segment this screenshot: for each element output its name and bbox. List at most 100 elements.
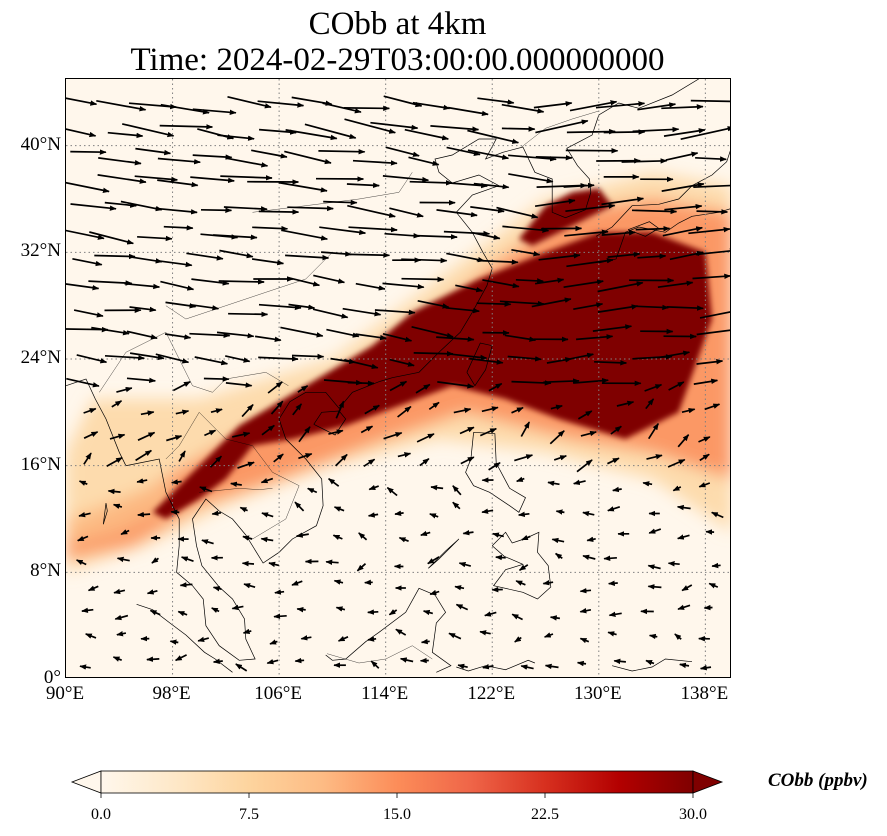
wind-vector (120, 529, 130, 536)
lat-tick-label: 32°N (20, 240, 61, 262)
wind-vector (281, 229, 328, 241)
wind-vector (696, 209, 729, 215)
wind-vector (154, 207, 198, 215)
wind-vector (544, 663, 559, 670)
wind-vector (492, 532, 505, 538)
wind-vector (693, 184, 730, 188)
wind-vector (360, 425, 374, 434)
wind-vector (135, 449, 152, 462)
wind-vector (81, 607, 94, 614)
wind-vector (661, 104, 704, 110)
wind-vector (239, 506, 248, 513)
wind-vector (608, 580, 618, 586)
wind-vector (73, 309, 104, 318)
wind-vector (146, 656, 160, 662)
wind-vector (137, 431, 156, 441)
wind-vector (516, 476, 525, 483)
wind-vector (677, 434, 690, 448)
wind-vector (178, 450, 186, 462)
wind-vector (322, 102, 362, 114)
wind-vector (621, 158, 668, 164)
wind-vector (479, 630, 491, 636)
wind-vector (243, 583, 256, 589)
wind-vector (515, 580, 526, 586)
wind-vector (450, 353, 488, 361)
map-panel[interactable] (65, 78, 731, 678)
wind-vector (538, 253, 581, 261)
wind-vector (549, 430, 565, 445)
wind-vector (112, 656, 123, 662)
wind-vector (457, 663, 468, 670)
wind-vector (595, 101, 646, 109)
wind-vector (382, 332, 413, 342)
wind-vector (573, 479, 586, 485)
wind-vector (223, 206, 268, 212)
wind-vector (665, 151, 699, 161)
southwest-tail-region (66, 479, 173, 546)
wind-vector (672, 485, 682, 492)
wind-vector (346, 182, 380, 189)
wind-vector (89, 231, 134, 245)
wind-vector (388, 609, 398, 616)
coastline-segment (595, 150, 730, 237)
wind-vector (452, 485, 462, 496)
wind-vector (666, 305, 704, 311)
wind-vector (698, 436, 711, 443)
wind-vector (225, 355, 251, 363)
wind-vector (287, 205, 334, 212)
wind-vector (662, 226, 703, 237)
wind-vector (661, 182, 705, 192)
wind-vector (295, 532, 309, 538)
wind-vector (225, 157, 269, 168)
wind-vector (113, 588, 126, 595)
wind-vector (260, 536, 274, 543)
wind-vector (607, 457, 620, 465)
lon-tick-label: 130°E (573, 683, 622, 704)
wind-vector (692, 273, 730, 280)
wind-vector (680, 126, 730, 141)
wind-vector (66, 128, 97, 138)
wind-vector (543, 378, 580, 384)
lon-tick-label: 98°E (152, 683, 191, 704)
wind-vector (335, 453, 348, 467)
wind-vector (83, 431, 99, 439)
wind-vector (511, 613, 523, 621)
wind-vector (325, 559, 339, 565)
wind-vector (430, 485, 444, 491)
wind-vector (91, 326, 130, 336)
coastline-segment (491, 531, 552, 600)
wind-vector (157, 157, 201, 165)
wind-vector (97, 174, 147, 184)
wind-vector (163, 225, 194, 231)
wind-vector (637, 102, 677, 111)
wind-vector (708, 582, 719, 589)
wind-vector (645, 659, 655, 666)
wind-vector (230, 481, 242, 488)
wind-vector (698, 482, 711, 488)
wind-vector (319, 226, 367, 236)
wind-vectors (66, 95, 730, 672)
wind-vector (111, 400, 123, 408)
coastline-segment (465, 431, 526, 513)
wind-vector (172, 380, 191, 392)
wind-vector (610, 425, 622, 435)
wind-vector (635, 225, 671, 232)
wind-vector (563, 279, 604, 289)
wind-vector (455, 284, 484, 293)
wind-vector (507, 355, 542, 362)
wind-vector (367, 609, 379, 615)
wind-vector (422, 609, 434, 616)
wind-vector (66, 283, 100, 291)
wind-vector (667, 458, 686, 468)
wind-vector (146, 589, 158, 595)
wind-vector (284, 150, 332, 165)
wind-vector (443, 230, 491, 237)
wind-vector (270, 400, 284, 415)
wind-vector (520, 421, 531, 437)
wind-vector (699, 453, 710, 462)
wind-vector (298, 426, 311, 443)
wind-vector (667, 561, 680, 567)
wind-vector (690, 99, 730, 103)
wind-vector (389, 380, 408, 392)
wind-vector (294, 657, 305, 664)
